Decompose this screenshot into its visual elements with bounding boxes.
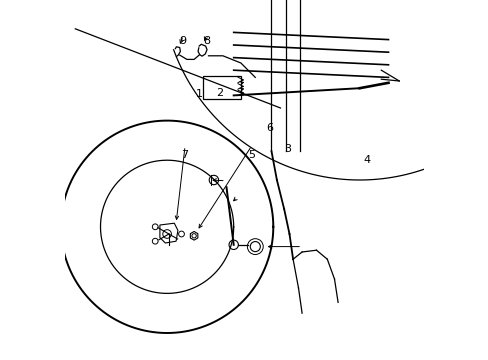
Text: 9: 9	[180, 36, 186, 46]
Circle shape	[152, 238, 158, 244]
Text: 5: 5	[248, 150, 255, 160]
Text: 2: 2	[215, 88, 223, 98]
Bar	[203, 76, 241, 99]
Circle shape	[163, 230, 171, 238]
Circle shape	[192, 234, 196, 238]
Text: 1: 1	[196, 89, 203, 99]
Circle shape	[209, 175, 218, 185]
Circle shape	[178, 231, 184, 237]
Circle shape	[250, 242, 260, 252]
Circle shape	[152, 224, 158, 230]
Circle shape	[228, 240, 238, 249]
Text: 8: 8	[203, 36, 210, 46]
Polygon shape	[190, 231, 198, 240]
Text: 4: 4	[363, 155, 370, 165]
Text: 7: 7	[181, 150, 188, 160]
Text: 6: 6	[265, 123, 273, 133]
Text: 3: 3	[284, 144, 291, 154]
Polygon shape	[160, 223, 178, 243]
